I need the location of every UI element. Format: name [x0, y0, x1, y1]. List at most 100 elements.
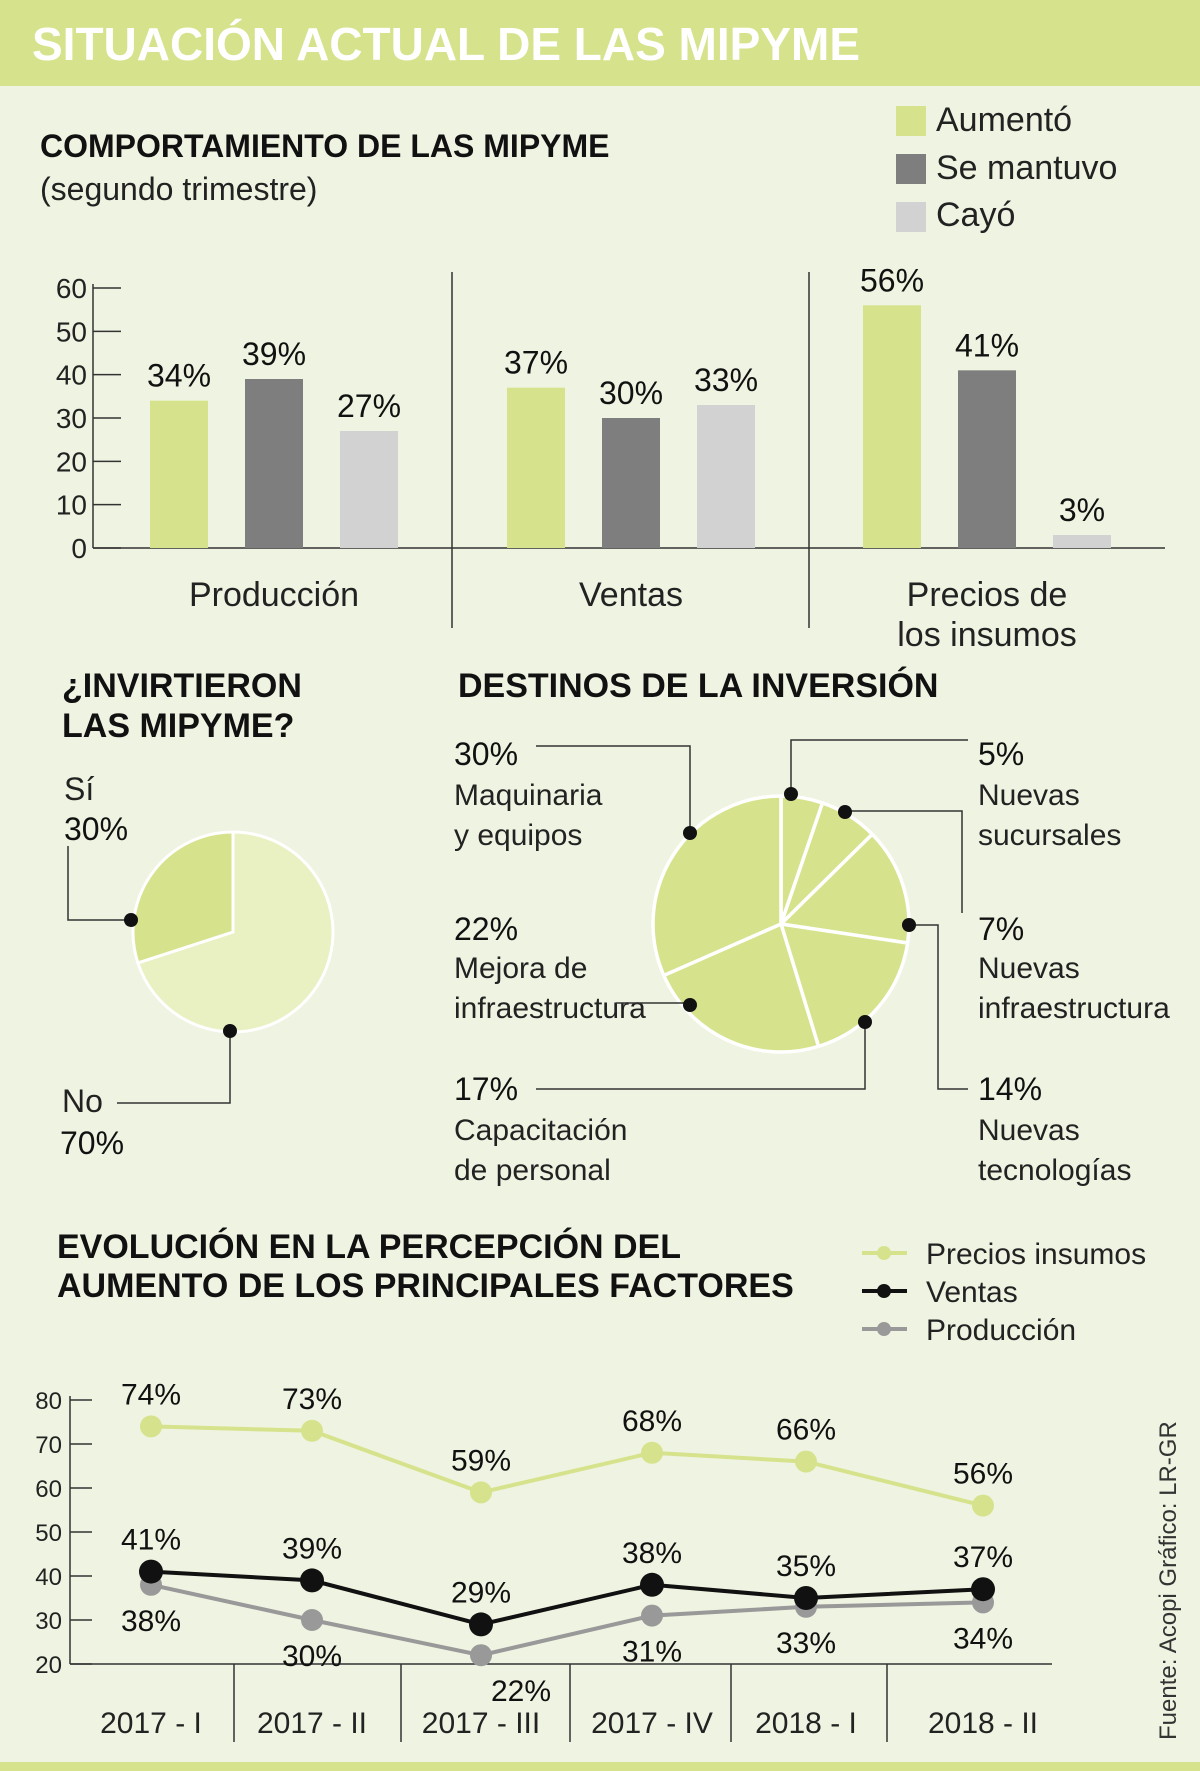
behaviour-subtitle: (segundo trimestre)	[40, 171, 317, 207]
dest-label-capacitacion-line1: Capacitación	[454, 1114, 627, 1147]
footer-band	[0, 1762, 1200, 1771]
leader-nuevas-sucursales	[845, 810, 963, 913]
dot-sucursales	[784, 787, 798, 801]
bar-category-label: Precios de	[907, 576, 1068, 614]
evolution-title-line2: AUMENTO DE LOS PRINCIPALES FACTORES	[57, 1267, 794, 1305]
dot-mejora	[683, 998, 697, 1012]
line-y-tick-label: 80	[35, 1388, 62, 1415]
line-value-label: 73%	[282, 1383, 342, 1416]
dest-label-infra-line2: infraestructura	[978, 992, 1170, 1025]
dot-infra	[902, 918, 916, 932]
leader-infra	[909, 924, 968, 1090]
legend-dot-ventas	[877, 1284, 891, 1298]
si-leader-line	[67, 846, 131, 921]
bar-aumentó-1	[507, 387, 565, 548]
dest-label-mejora-line2: infraestructura	[454, 992, 646, 1025]
line-y-tick-label: 20	[35, 1652, 62, 1679]
line-series-precios-insumos	[150, 1424, 984, 1508]
destinations-leader-dots	[683, 787, 916, 1029]
behaviour-bar-chart: 0 10 20 30 40 50 60 34% 39% 27% Producción 37% 30% 33…	[56, 262, 1165, 654]
bar-y-tick-label: 40	[56, 360, 87, 391]
line-point-producción	[301, 1609, 323, 1631]
bar-aumentó-2	[863, 305, 921, 548]
pie-slice-nuevas-tecnologías	[779, 832, 911, 945]
line-value-label: 68%	[622, 1405, 682, 1438]
line-value-label: 31%	[622, 1636, 682, 1669]
bar-se-mantuvo-0	[245, 379, 303, 548]
legend-swatch-aumento	[896, 106, 926, 136]
source-credit: Fuente: Acopi Gráfico: LR-GR	[1155, 1421, 1182, 1740]
dest-label-capacitacion-pct: 17%	[454, 1071, 518, 1107]
destinations-pie	[651, 794, 911, 1054]
dest-label-capacitacion-line2: de personal	[454, 1154, 611, 1187]
dot-capacitacion	[858, 1015, 872, 1029]
investment-title-line2: LAS MIPYME?	[62, 707, 294, 745]
pie-slice-capacitación-de-personal	[779, 922, 910, 1049]
dest-label-sucursales-line2: sucursales	[978, 819, 1121, 852]
investment-title-line1: ¿INVIRTIERON	[62, 667, 302, 705]
dest-label-infra-pct: 7%	[978, 911, 1024, 947]
line-point-precios-insumos	[301, 1419, 323, 1442]
header-band	[0, 0, 1200, 86]
bar-category-label: Ventas	[579, 576, 683, 614]
line-value-label: 39%	[282, 1532, 342, 1565]
legend-label-se-mantuvo: Se mantuvo	[936, 149, 1117, 187]
bar-y-tick-label: 10	[56, 490, 87, 521]
si-leader-dot	[124, 913, 138, 927]
legend-dot-precios	[877, 1246, 891, 1260]
evolution-legend: Precios insumos Ventas Producción	[862, 1238, 1146, 1347]
legend-label-produccion: Producción	[926, 1314, 1076, 1347]
line-y-tick-label: 60	[35, 1476, 62, 1503]
destinations-labels: 30% Maquinaria y equipos 22% Mejora de i…	[454, 736, 1170, 1187]
line-value-label: 29%	[451, 1576, 511, 1609]
bar-aumentó-0	[150, 400, 208, 548]
dest-label-sucursales-line1: Nuevas	[978, 779, 1080, 812]
line-point-producción	[641, 1604, 663, 1627]
line-y-tick-label: 70	[35, 1432, 62, 1459]
dest-label-tecnologias-pct: 14%	[978, 1071, 1042, 1107]
legend-swatch-cayo	[896, 202, 926, 232]
line-value-label: 41%	[121, 1524, 181, 1557]
line-value-label: 37%	[953, 1541, 1013, 1574]
bar-value-label: 27%	[337, 388, 401, 424]
bar-value-label: 33%	[694, 362, 758, 398]
bar-se-mantuvo-2	[958, 370, 1016, 548]
line-point-precios-insumos	[972, 1494, 994, 1517]
investment-si-label: Sí	[64, 771, 94, 807]
line-value-label: 74%	[121, 1378, 181, 1411]
behaviour-legend: Aumentó Se mantuvo Cayó	[896, 101, 1117, 234]
line-value-label: 30%	[282, 1640, 342, 1673]
destinations-leaders	[536, 739, 968, 1090]
pie-slice-si	[131, 830, 235, 965]
line-y-tick-label: 30	[35, 1608, 62, 1635]
bar-cayó-2	[1053, 535, 1111, 548]
bar-value-label: 37%	[504, 345, 568, 381]
line-series-ventas	[150, 1569, 984, 1627]
pie-slice-no	[136, 830, 335, 1034]
dest-label-mejora-line1: Mejora de	[454, 952, 587, 985]
bar-y-tick-label: 60	[56, 273, 87, 304]
line-y-tick-label: 40	[35, 1564, 62, 1591]
evolution-title-line1: EVOLUCIÓN EN LA PERCEPCIÓN DEL	[57, 1228, 681, 1266]
legend-dot-produccion	[877, 1322, 891, 1336]
dest-label-sucursales-pct: 5%	[978, 736, 1024, 772]
legend-swatch-se-mantuvo	[896, 154, 926, 184]
leader-maquinaria	[536, 745, 691, 832]
pie-slice-maquinaria-y-equipos	[651, 794, 783, 978]
line-point-precios-insumos	[140, 1415, 162, 1438]
dest-label-maquinaria-line1: Maquinaria	[454, 779, 603, 812]
line-series-producción	[150, 1582, 984, 1658]
dest-label-tecnologias-line1: Nuevas	[978, 1114, 1080, 1147]
line-x-tick-label: 2018 - I	[755, 1707, 857, 1740]
bar-category-label: los insumos	[897, 616, 1077, 654]
line-point-ventas	[640, 1572, 664, 1597]
line-x-tick-label: 2018 - II	[928, 1707, 1038, 1740]
line-point-ventas	[794, 1586, 818, 1610]
bar-y-tick-label: 0	[71, 533, 87, 564]
line-x-tick-label: 2017 - III	[422, 1707, 540, 1740]
investment-pie	[131, 830, 335, 1034]
dest-label-maquinaria-line2: y equipos	[454, 819, 582, 852]
bar-category-label: Producción	[189, 576, 359, 614]
bar-cayó-1	[697, 405, 755, 548]
